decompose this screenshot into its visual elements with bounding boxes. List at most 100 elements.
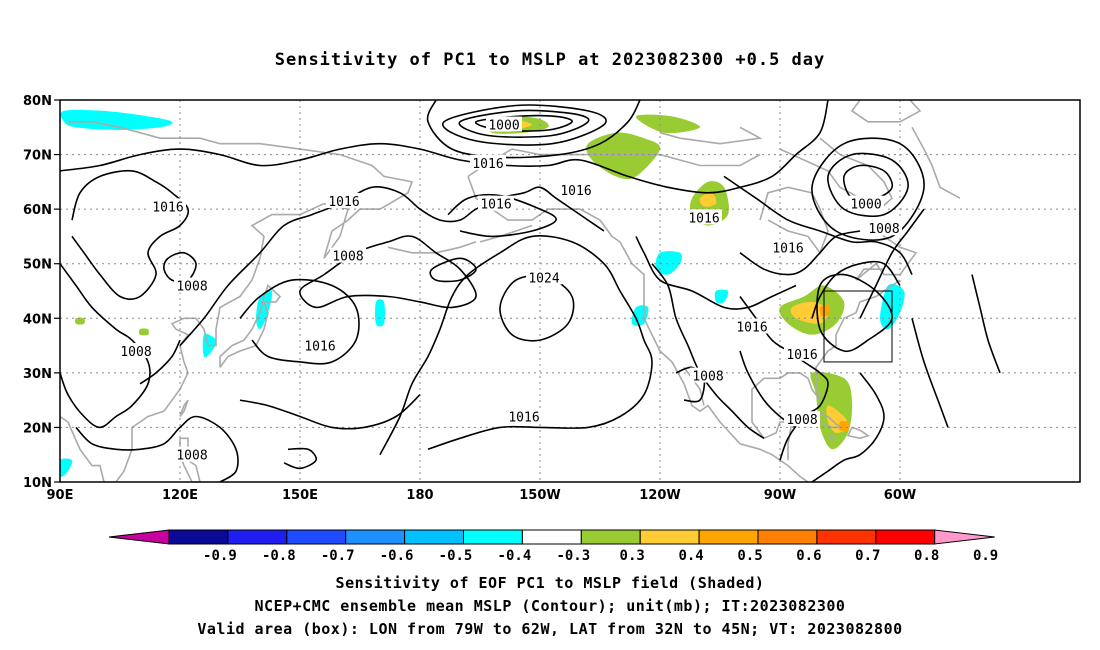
coastline xyxy=(827,434,837,441)
mslp-isobar xyxy=(447,193,557,238)
map-frame xyxy=(59,99,1081,483)
lat-tick-label: 60N xyxy=(23,203,52,218)
sensitivity-patch xyxy=(699,192,717,207)
contour-label-bg xyxy=(470,154,506,170)
contour-label-bg xyxy=(784,411,820,427)
contour-label-bg xyxy=(174,446,210,462)
sensitivity-patch xyxy=(586,132,661,180)
colorbar-label: 0.3 xyxy=(620,548,645,564)
mslp-isobar xyxy=(499,274,575,342)
mslp-isobar xyxy=(426,100,641,159)
contour-label: 1008 xyxy=(692,370,723,385)
mslp-isobar xyxy=(458,109,590,138)
contour-label: 1016 xyxy=(560,184,591,199)
lat-tick-label: 50N xyxy=(23,258,52,273)
caption-valid-area: Valid area (box): LON from 79W to 62W, L… xyxy=(197,620,903,638)
mslp-isobar xyxy=(283,447,318,470)
sensitivity-patch xyxy=(60,458,73,477)
mslp-isobar xyxy=(723,175,913,275)
mslp-isobar xyxy=(911,318,949,428)
caption-contour: NCEP+CMC ensemble mean MSLP (Contour); u… xyxy=(254,597,846,615)
coastline xyxy=(219,284,282,368)
mslp-isobar xyxy=(811,372,885,482)
lon-tick-label: 180 xyxy=(406,488,433,503)
contour-label-bg xyxy=(174,277,210,293)
contour-label-bg xyxy=(118,343,154,359)
sensitivity-patch xyxy=(790,301,829,324)
colorbar-label: -0.4 xyxy=(498,548,532,564)
lon-tick-label: 150E xyxy=(282,488,318,503)
colorbar-label: -0.6 xyxy=(380,548,414,564)
sensitivity-patch xyxy=(60,109,173,130)
contour-label: 1016 xyxy=(508,411,539,426)
mslp-isobar xyxy=(139,339,181,385)
sensitivity-patch xyxy=(75,317,85,325)
mslp-isobar xyxy=(635,236,797,310)
mslp-isobar xyxy=(811,137,925,241)
colorbar-label: -0.9 xyxy=(203,548,237,564)
contour-label-bg xyxy=(326,192,362,208)
contour-label: 1016 xyxy=(688,211,719,226)
contour-label: 1000 xyxy=(488,119,519,134)
contour-label: 1008 xyxy=(120,345,151,360)
contour-label: 1008 xyxy=(176,449,207,464)
contour-label: 1024 xyxy=(528,271,559,286)
colorbar-label: -0.7 xyxy=(321,548,355,564)
mslp-isobar xyxy=(816,273,893,353)
sensitivity-patch xyxy=(839,420,849,432)
colorbar-segment xyxy=(521,529,582,545)
colorbar-label: 0.4 xyxy=(678,548,703,564)
lon-tick-label: 120E xyxy=(162,488,198,503)
colorbar: -0.9 -0.8 -0.7 -0.6 -0.5 -0.4 -0.3 0.3 0.4 0.5 0.6… xyxy=(108,529,998,564)
coastline xyxy=(911,126,961,199)
mslp-isobar xyxy=(971,274,1001,374)
contour-label: 1016 xyxy=(772,241,803,256)
colorbar-segment xyxy=(168,529,229,545)
lon-tick-label: 120W xyxy=(639,488,680,503)
contour-label-bg xyxy=(866,220,902,236)
coastline xyxy=(60,415,105,482)
gridlines xyxy=(60,100,1080,482)
contour-label: 1016 xyxy=(152,200,183,215)
colorbar-segment xyxy=(698,529,759,545)
contour-label: 1016 xyxy=(786,348,817,363)
contour-label-bg xyxy=(848,195,884,211)
sensitivity-patch xyxy=(139,328,149,336)
contour-label-bg xyxy=(770,239,806,255)
lon-tick-label: 150W xyxy=(519,488,560,503)
mslp-isobar xyxy=(651,263,765,439)
mslp-isobar xyxy=(60,263,151,429)
contour-label: 1008 xyxy=(176,280,207,295)
sensitivity-patch xyxy=(635,114,701,134)
lon-tick-label: 90W xyxy=(764,488,796,503)
mslp-isobar xyxy=(239,394,421,430)
coastline xyxy=(387,241,477,254)
coastline xyxy=(850,100,922,123)
contour-label-bg xyxy=(486,116,522,132)
mslp-isobar xyxy=(71,169,190,300)
contour-label: 1016 xyxy=(304,340,335,355)
contour-label-bg xyxy=(686,209,722,225)
lon-tick-label: 60W xyxy=(884,488,916,503)
contour-label-bg xyxy=(478,195,514,211)
contour-label-bg xyxy=(302,337,338,353)
mslp-isobar xyxy=(239,278,360,365)
lat-tick-label: 30N xyxy=(23,367,52,382)
colorbar-segment xyxy=(345,529,406,545)
coastline xyxy=(751,279,901,461)
caption-shaded: Sensitivity of EOF PC1 to MSLP field (Sh… xyxy=(335,574,765,592)
colorbar-label: 0.5 xyxy=(737,548,762,564)
contour-labels: 1000 1016 1016 1016 1016 1016 1016 1016 1000 1008… xyxy=(118,116,902,464)
lat-tick-label: 80N xyxy=(23,94,52,109)
valid-area-box xyxy=(823,290,893,363)
colorbar-segment xyxy=(580,529,641,545)
mslp-isobar xyxy=(811,260,901,319)
map-title: Sensitivity of PC1 to MSLP at 2023082300… xyxy=(274,50,826,70)
colorbar-label: 0.7 xyxy=(855,548,880,564)
contour-label: 1008 xyxy=(868,222,899,237)
mslp-isobar xyxy=(441,104,607,146)
contour-label-bg xyxy=(526,269,562,285)
sensitivity-patch xyxy=(375,299,385,327)
sensitivity-patch xyxy=(714,289,729,304)
